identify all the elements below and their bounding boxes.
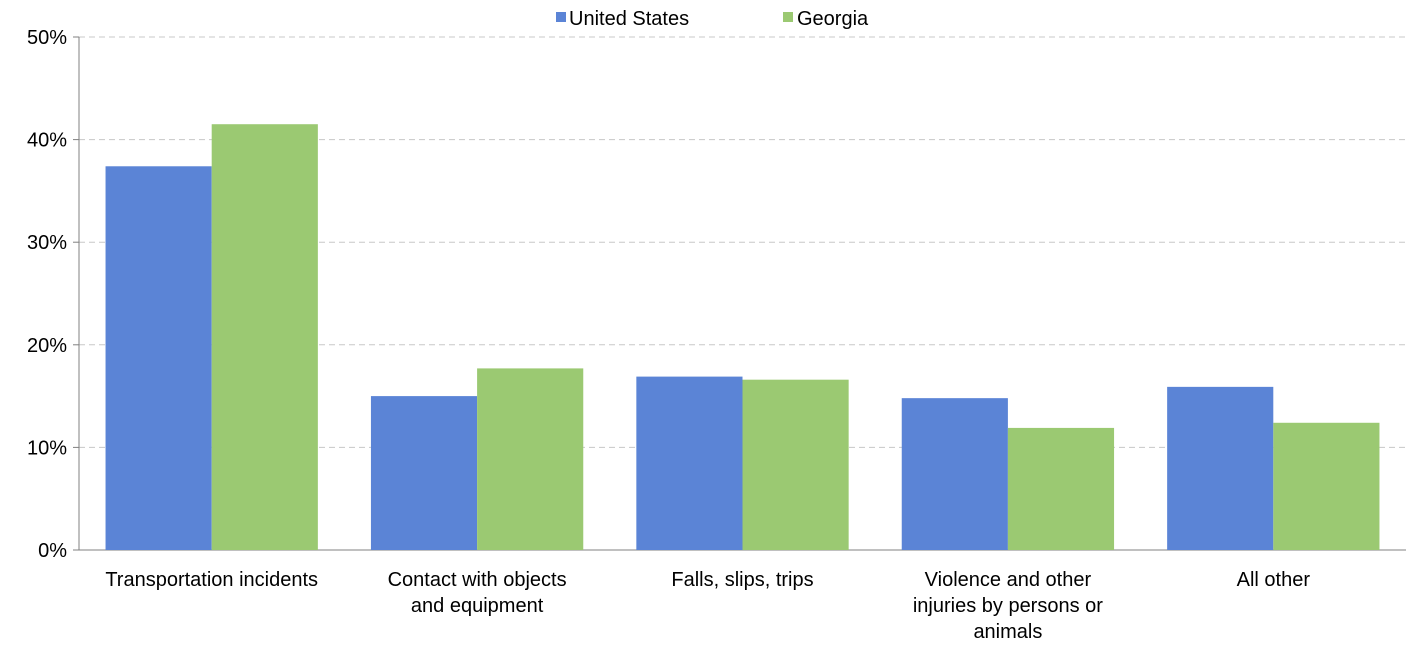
legend-swatch (783, 12, 793, 22)
y-tick-label: 30% (27, 232, 67, 254)
bar-georgia (1273, 422, 1380, 550)
legend-label: Georgia (797, 8, 869, 30)
bar-georgia (211, 124, 318, 551)
x-category-label: Transportation incidents (105, 569, 318, 591)
legend-label: United States (569, 8, 689, 30)
y-tick-labels: 0% 10% 20% 30% 40% 50% (27, 27, 67, 562)
bars (105, 124, 1380, 551)
bar-united-states (105, 166, 212, 550)
bar-united-states (901, 398, 1008, 550)
bar-united-states (636, 376, 743, 550)
bar-georgia (1007, 427, 1115, 550)
y-tick-label: 10% (27, 437, 67, 459)
y-tick-label: 40% (27, 130, 67, 152)
legend-swatch (556, 12, 566, 22)
x-category-label: Contact with objects and equipment (388, 569, 567, 617)
bar-united-states (1167, 386, 1274, 550)
x-category-label: Violence and other injuries by persons or… (913, 569, 1103, 643)
x-category-label: All other (1237, 569, 1311, 591)
y-tick-label: 50% (27, 27, 67, 49)
x-category-labels: Transportation incidents Contact with obj… (105, 569, 1310, 643)
x-category-label: Falls, slips, trips (671, 569, 813, 591)
bar-georgia (742, 379, 849, 550)
y-tick-label: 0% (38, 540, 67, 562)
bar-georgia (477, 368, 584, 550)
bar-united-states (370, 396, 478, 550)
legend: United States Georgia (556, 8, 869, 30)
y-tick-label: 20% (27, 335, 67, 357)
